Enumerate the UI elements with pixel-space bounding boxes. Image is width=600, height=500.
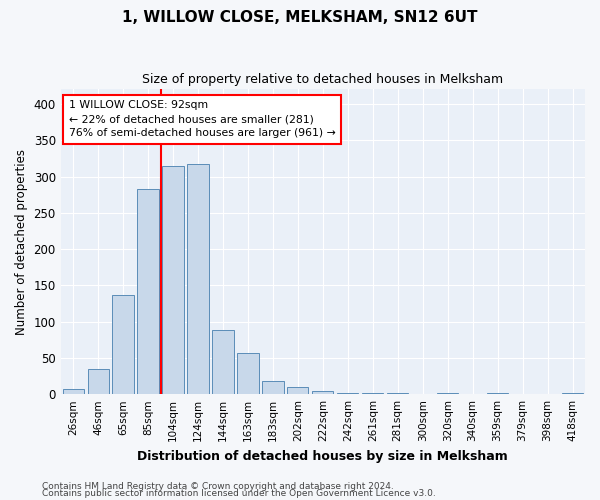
Bar [562, 392, 583, 394]
Bar [187, 164, 209, 394]
Title: Size of property relative to detached houses in Melksham: Size of property relative to detached ho… [142, 72, 503, 86]
Bar [312, 392, 334, 394]
Bar [337, 392, 358, 394]
Bar [212, 330, 233, 394]
X-axis label: Distribution of detached houses by size in Melksham: Distribution of detached houses by size … [137, 450, 508, 462]
Bar [137, 189, 158, 394]
Y-axis label: Number of detached properties: Number of detached properties [15, 149, 28, 335]
Text: 1, WILLOW CLOSE, MELKSHAM, SN12 6UT: 1, WILLOW CLOSE, MELKSHAM, SN12 6UT [122, 10, 478, 25]
Text: Contains HM Land Registry data © Crown copyright and database right 2024.: Contains HM Land Registry data © Crown c… [42, 482, 394, 491]
Bar [88, 369, 109, 394]
Text: 1 WILLOW CLOSE: 92sqm
← 22% of detached houses are smaller (281)
76% of semi-det: 1 WILLOW CLOSE: 92sqm ← 22% of detached … [68, 100, 335, 138]
Bar [287, 387, 308, 394]
Bar [112, 295, 134, 394]
Bar [62, 389, 84, 394]
Bar [163, 166, 184, 394]
Bar [262, 381, 284, 394]
Text: Contains public sector information licensed under the Open Government Licence v3: Contains public sector information licen… [42, 489, 436, 498]
Bar [238, 353, 259, 394]
Bar [437, 392, 458, 394]
